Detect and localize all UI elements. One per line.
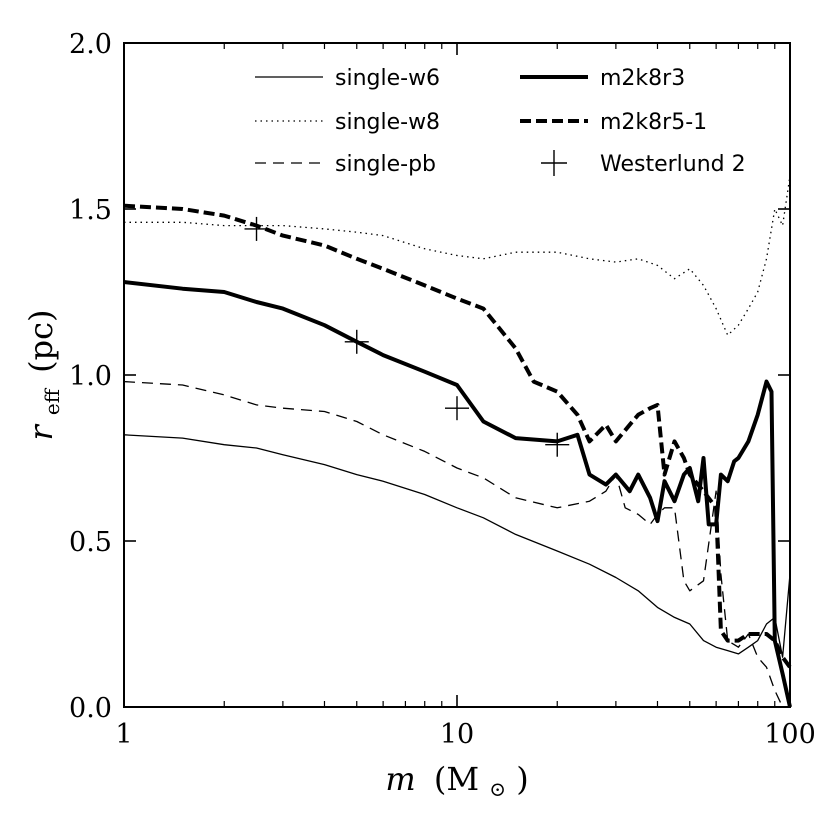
y-tick-label-0: 0.0 xyxy=(69,693,112,724)
y-axis-title-main: r xyxy=(22,424,60,441)
sun-symbol: ⊙ xyxy=(489,777,506,801)
axis-ticks: 1 10 100 0.0 0.5 1.0 1.5 2.0 xyxy=(69,29,816,750)
legend-label-single-w6: single-w6 xyxy=(335,66,440,91)
y-tick-label-1: 0.5 xyxy=(69,527,112,558)
x-tick-label-2: 100 xyxy=(764,719,816,750)
y-tick-label-2: 1.0 xyxy=(69,361,112,392)
x-axis-title-main: m xyxy=(385,760,415,798)
y-axis-title: r eff (pc) xyxy=(22,309,67,440)
y-axis-title-unit: (pc) xyxy=(22,309,60,372)
series-layer xyxy=(123,175,792,708)
marker-layer xyxy=(244,216,570,457)
y-tick-label-4: 2.0 xyxy=(69,29,112,60)
westerlund-marker-0 xyxy=(244,216,269,241)
legend-label-single-w8: single-w8 xyxy=(335,110,440,135)
westerlund-marker-1 xyxy=(344,329,369,354)
legend-label-westerlund: Westerlund 2 xyxy=(600,152,746,177)
legend-label-m2k8r5-1: m2k8r5-1 xyxy=(600,110,707,135)
x-axis-title-unit-close: ) xyxy=(516,760,528,798)
x-axis-title-unit: (M xyxy=(434,760,479,798)
legend: single-w6 single-w8 single-pb m2k8r3 m2k8r5-… xyxy=(255,66,746,177)
plot-frame xyxy=(123,42,791,708)
westerlund-marker-3 xyxy=(545,432,570,457)
series-line-single-w6 xyxy=(123,434,791,658)
series-line-m2k8r3 xyxy=(123,280,792,708)
x-tick-label-0: 1 xyxy=(115,719,132,750)
series-line-single-w8 xyxy=(124,175,791,336)
series-line-m2k8r5-1 xyxy=(123,203,792,669)
y-tick-label-3: 1.5 xyxy=(69,195,112,226)
legend-swatch-westerlund xyxy=(541,150,567,176)
legend-label-single-pb: single-pb xyxy=(335,152,436,177)
x-axis-title: m (M ⊙ ) xyxy=(385,760,528,804)
y-axis-title-sub: eff xyxy=(40,387,64,415)
x-tick-label-1: 10 xyxy=(440,719,474,750)
series-line-single-pb xyxy=(123,380,790,708)
westerlund-marker-2 xyxy=(445,396,469,421)
legend-label-m2k8r3: m2k8r3 xyxy=(600,66,685,91)
